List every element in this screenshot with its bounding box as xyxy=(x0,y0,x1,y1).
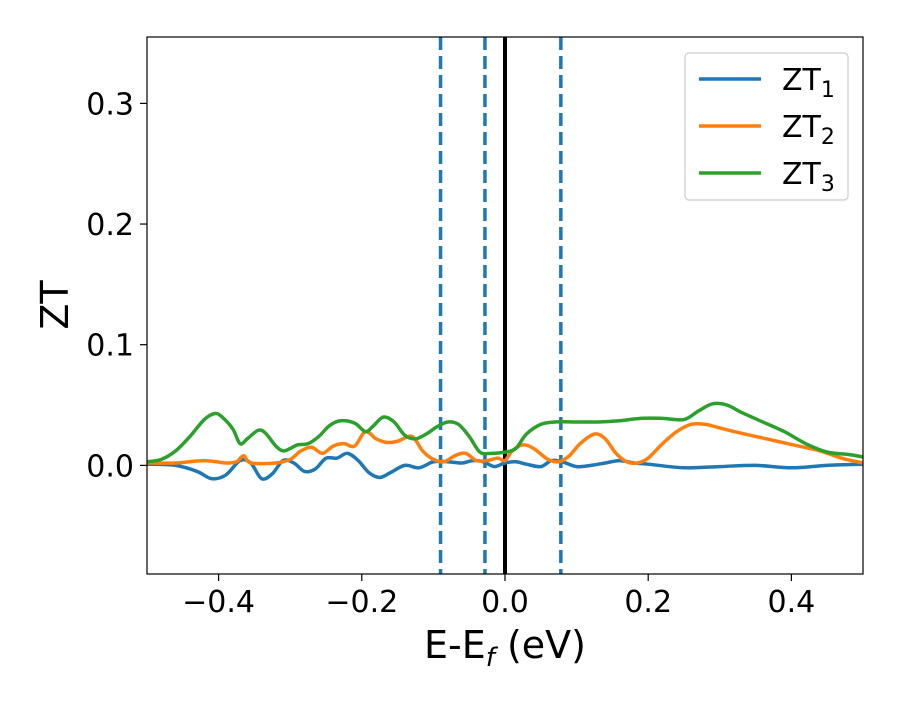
vertical-reference-lines xyxy=(438,37,563,574)
y-tick-label: 0.3 xyxy=(86,87,134,122)
x-axis-label: E-Ef (eV) xyxy=(424,623,586,673)
x-tick-label: 0.2 xyxy=(624,585,672,620)
x-tick-label: 0.4 xyxy=(768,585,816,620)
x-axis-label-main: E-E xyxy=(424,623,486,667)
legend-label-zt3: ZT3 xyxy=(782,157,835,197)
legend-label-zt1: ZT1 xyxy=(782,63,835,103)
x-tick-label: −0.4 xyxy=(182,585,255,620)
y-axis-ticks: 0.0 0.1 0.2 0.3 xyxy=(86,87,147,484)
x-tick-label: −0.2 xyxy=(325,585,398,620)
series-line-zt2 xyxy=(147,421,863,466)
legend-box xyxy=(684,52,849,201)
x-axis-ticks: −0.4 −0.2 0.0 0.2 0.4 xyxy=(182,574,815,620)
y-tick-label: 0.1 xyxy=(86,329,134,364)
x-tick-label: 0.0 xyxy=(481,585,529,620)
y-axis-label: ZT xyxy=(33,280,77,330)
series-line-zt3 xyxy=(147,401,863,464)
legend: ZT1 ZT2 ZT3 xyxy=(684,52,849,201)
y-tick-label: 0.2 xyxy=(86,208,134,243)
series-lines xyxy=(147,401,863,481)
x-axis-label-unit: (eV) xyxy=(495,623,586,667)
y-tick-label: 0.0 xyxy=(86,449,134,484)
legend-label-zt2: ZT2 xyxy=(782,110,835,150)
